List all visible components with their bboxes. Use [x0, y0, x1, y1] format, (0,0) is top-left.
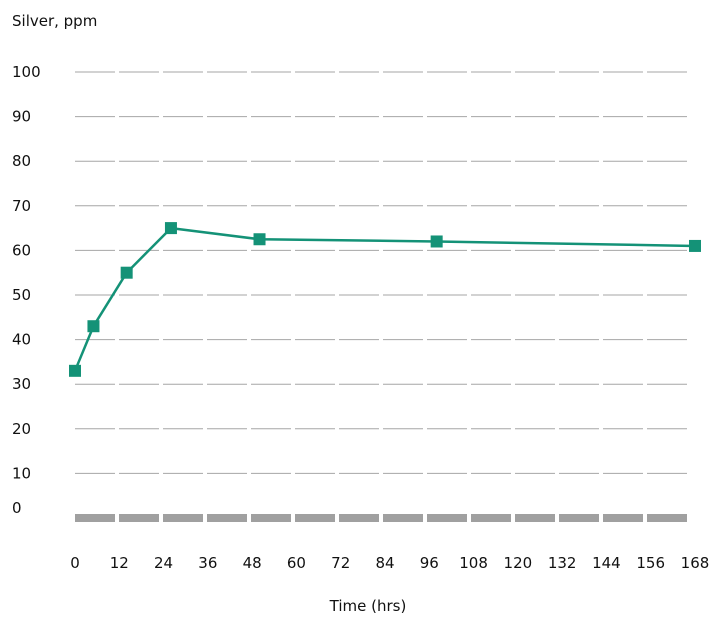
y-tick-label: 90 [12, 108, 31, 126]
x-tick-label: 120 [504, 554, 533, 572]
series-line [73, 226, 696, 372]
x-tick-label: 96 [420, 554, 439, 572]
x-axis-label: Time (hrs) [329, 597, 407, 615]
y-tick-label: 50 [12, 286, 31, 304]
x-tick-label: 0 [70, 554, 80, 572]
y-tick-label: 30 [12, 375, 31, 393]
x-tick-label: 48 [243, 554, 262, 572]
gridlines [75, 71, 690, 474]
x-tick-label: 24 [154, 554, 173, 572]
x-tick-label: 132 [548, 554, 577, 572]
data-point [253, 233, 266, 246]
x-tick-label: 84 [375, 554, 394, 572]
y-tick-label: 10 [12, 464, 31, 482]
y-tick-label: 20 [12, 420, 31, 438]
x-axis-ticks: 0 12 24 36 48 60 72 84 96 108 120 132 144 156 168 [70, 554, 709, 572]
y-tick-label: 70 [12, 197, 31, 215]
data-point [164, 222, 177, 235]
data-point [430, 235, 443, 248]
data-point [69, 364, 81, 377]
y-tick-label: 40 [12, 331, 31, 349]
x-tick-label: 144 [592, 554, 621, 572]
y-tick-label: 0 [12, 499, 22, 517]
y-tick-label: 80 [12, 152, 31, 170]
y-tick-label: 100 [12, 63, 41, 81]
series-layer [69, 222, 701, 377]
x-tick-label: 108 [459, 554, 488, 572]
x-tick-label: 60 [287, 554, 306, 572]
x-tick-label: 72 [331, 554, 350, 572]
x-tick-label: 168 [681, 554, 710, 572]
data-point [120, 266, 133, 279]
x-tick-label: 12 [110, 554, 129, 572]
data-point [689, 239, 701, 252]
y-tick-label: 60 [12, 241, 31, 259]
x-tick-label: 36 [198, 554, 217, 572]
y-axis-label: Silver, ppm [12, 12, 97, 30]
x-tick-label: 156 [636, 554, 665, 572]
data-point [87, 320, 100, 333]
